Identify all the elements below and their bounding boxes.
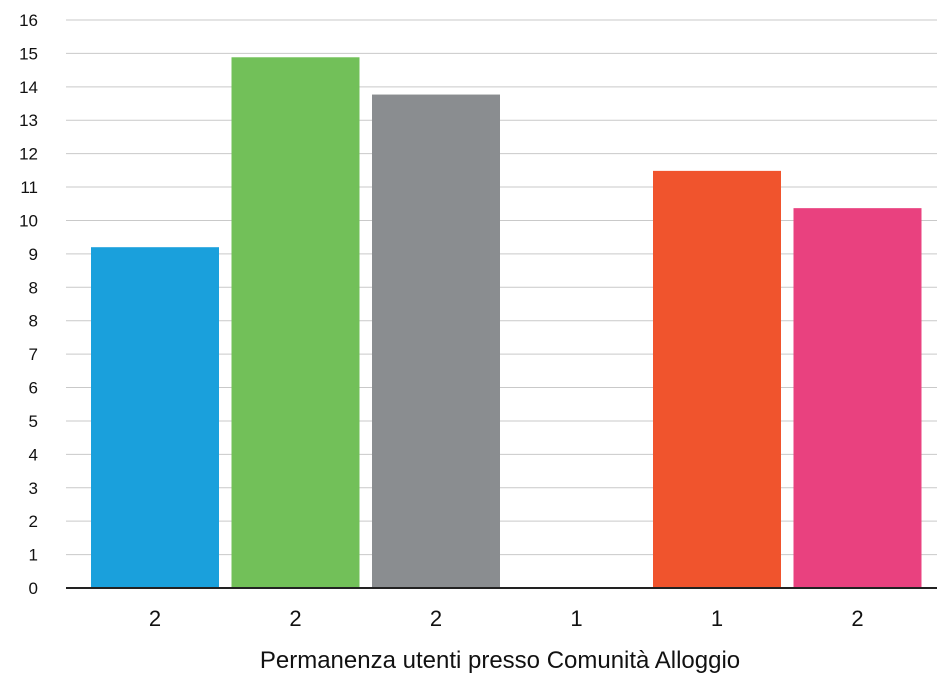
y-tick-label: 2 (29, 512, 38, 531)
x-tick-label: 1 (711, 606, 723, 631)
bar (231, 57, 360, 588)
y-tick-label: 8 (29, 278, 38, 297)
y-tick-label: 14 (19, 78, 38, 97)
y-tick-label: 13 (19, 111, 38, 130)
y-tick-label: 7 (29, 345, 38, 364)
bar (793, 208, 922, 588)
y-tick-label: 11 (20, 178, 38, 197)
y-tick-label: 10 (19, 211, 38, 230)
y-tick-label: 16 (19, 11, 38, 30)
x-tick-label: 2 (149, 606, 161, 631)
bar (653, 170, 781, 588)
x-axis-title: Permanenza utenti presso Comunità Allogg… (260, 647, 740, 673)
y-tick-label: 0 (29, 579, 38, 598)
y-tick-label: 5 (29, 412, 38, 431)
x-axis-tick-labels: 2 2 2 1 1 2 (149, 606, 864, 631)
y-tick-label: 4 (29, 445, 38, 464)
y-tick-label: 12 (19, 145, 38, 164)
y-tick-label: 6 (29, 379, 38, 398)
y-tick-label: 1 (29, 546, 38, 565)
bars (91, 57, 922, 589)
y-tick-label: 15 (19, 44, 38, 63)
x-tick-label: 1 (570, 606, 582, 631)
y-tick-label: 3 (29, 479, 38, 498)
y-tick-label: 9 (29, 245, 38, 264)
x-tick-label: 2 (430, 606, 442, 631)
x-tick-label: 2 (289, 606, 301, 631)
x-tick-label: 2 (851, 606, 863, 631)
bar (91, 247, 219, 588)
y-tick-label: 8 (29, 312, 38, 331)
bar (372, 94, 500, 589)
